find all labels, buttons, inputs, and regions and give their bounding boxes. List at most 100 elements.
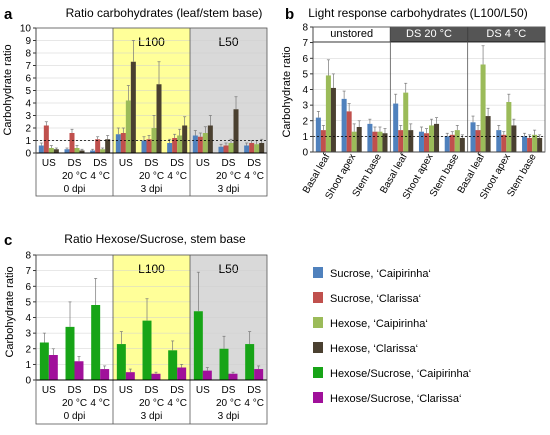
- x-tick-label-line2: 4 °C: [244, 171, 264, 182]
- group-header-label: DS 20 °C: [406, 28, 452, 40]
- bar-sucrose_cai: [315, 117, 321, 152]
- x-group-label: 0 dpi: [64, 184, 86, 195]
- bar-sucrose_cai: [115, 134, 121, 153]
- x-tick-label: DS: [145, 385, 159, 396]
- bar-hexose_cai: [125, 100, 131, 153]
- bar-hexose_cla: [207, 125, 213, 153]
- chart-c: L100 L50 0 1 2 3 4 5 6 7 8 US DS 20 °C DS 4 °C US DS 20 °C…: [25, 251, 268, 425]
- bar-hexose_cla: [356, 127, 362, 152]
- bar-hexose_cai: [532, 134, 538, 152]
- x-tick-label: US: [196, 385, 210, 396]
- x-group-label: 3 dpi: [141, 411, 163, 422]
- bar-sucrose_cla: [372, 131, 378, 152]
- bar-sucrose_cla: [69, 133, 75, 153]
- y-tick-label: 10: [20, 24, 32, 35]
- bar-hs_cai: [116, 344, 126, 380]
- y-tick-label: 3: [25, 111, 31, 122]
- bar-sucrose_cla: [423, 133, 429, 152]
- chart-c-title: Ratio Hexose/Sucrose, stem base: [64, 232, 246, 246]
- bar-hexose_cla: [233, 109, 239, 153]
- legend-label-hs_cai: Hexose/Sucrose, ‘Caipirinha‘: [330, 368, 471, 380]
- x-tick-label: US: [42, 158, 56, 169]
- bar-sucrose_cla: [475, 130, 481, 152]
- region-label-l100: L100: [138, 262, 165, 276]
- chart-b-ylabel: Carbohydrate ratio: [281, 46, 293, 137]
- bar-sucrose_cla: [197, 136, 203, 153]
- x-tick-label: DS: [222, 158, 236, 169]
- panel-letter-c: c: [4, 232, 12, 249]
- bar-hexose_cla: [382, 133, 388, 152]
- bar-hexose_cla: [156, 84, 162, 153]
- x-tick-label-line2: 4 °C: [167, 171, 187, 182]
- bar-hexose_cla: [485, 116, 491, 152]
- bar-hs_cla: [74, 361, 84, 380]
- bar-hs_cai: [193, 311, 203, 380]
- bar-hexose_cla: [105, 139, 111, 153]
- bar-hexose_cai: [254, 144, 260, 153]
- region-label-l50: L50: [218, 262, 238, 276]
- bar-hexose_cai: [403, 92, 409, 152]
- bar-sucrose_cai: [64, 149, 70, 153]
- y-tick-label: 4: [302, 85, 308, 96]
- bar-hexose_cai: [228, 143, 234, 153]
- bar-sucrose_cla: [43, 125, 49, 153]
- bar-hs_cai: [39, 342, 49, 380]
- bar-hexose_cla: [130, 61, 136, 153]
- x-tick-label: US: [119, 385, 133, 396]
- legend-swatch-sucrose_cai: [313, 267, 323, 278]
- y-tick-label: 2: [25, 344, 31, 355]
- bar-sucrose_cai: [90, 150, 96, 153]
- y-tick-label: 6: [302, 54, 308, 65]
- y-tick-label: 7: [25, 61, 31, 72]
- bar-hs_cai: [91, 305, 101, 380]
- x-tick-label-line2: 4 °C: [244, 398, 264, 409]
- group-header-label: DS 4 °C: [486, 28, 526, 40]
- bar-hexose_cai: [480, 64, 486, 152]
- bar-hexose_cai: [506, 102, 512, 152]
- chart-b-title: Light response carbohydrates (L100/L50): [308, 6, 527, 20]
- bar-sucrose_cai: [244, 145, 250, 153]
- bar-sucrose_cla: [501, 134, 507, 152]
- bar-hexose_cai: [100, 149, 106, 153]
- x-tick-label-line2: 4 °C: [90, 398, 110, 409]
- legend-label-sucrose_cla: Sucrose, ‘Clarissa‘: [330, 293, 421, 305]
- bar-sucrose_cai: [141, 140, 147, 153]
- y-tick-label: 6: [25, 282, 31, 293]
- bar-hs_cla: [254, 369, 264, 380]
- legend: Sucrose, ‘Caipirinha‘ Sucrose, ‘Clarissa‘…: [313, 267, 471, 405]
- bar-hexose_cla: [459, 137, 465, 152]
- bar-sucrose_cla: [120, 133, 126, 153]
- y-tick-label: 5: [25, 86, 31, 97]
- bar-hexose_cla: [434, 123, 440, 152]
- plot-frame: [312, 26, 546, 153]
- y-tick-label: 2: [302, 116, 308, 127]
- y-tick-label: 5: [302, 69, 308, 80]
- y-tick-label: 7: [302, 38, 308, 49]
- bar-sucrose_cai: [496, 130, 502, 152]
- bar-sucrose_cai: [393, 103, 399, 152]
- x-tick-label: DS: [222, 385, 236, 396]
- y-tick-label: 4: [25, 99, 31, 110]
- panel-letter-a: a: [4, 6, 13, 23]
- bar-sucrose_cai: [218, 146, 224, 153]
- x-tick-label: DS: [68, 158, 82, 169]
- bar-sucrose_cai: [341, 98, 347, 152]
- bar-hexose_cai: [454, 130, 460, 152]
- bar-sucrose_cla: [95, 139, 101, 153]
- x-tick-label-line2: 20 °C: [139, 171, 164, 182]
- x-tick-label: US: [42, 385, 56, 396]
- bar-hexose_cla: [259, 143, 265, 153]
- plot-frame: [35, 254, 268, 425]
- x-tick-label-line2: 20 °C: [139, 398, 164, 409]
- y-tick-label: 5: [25, 297, 31, 308]
- x-tick-label: US: [119, 158, 133, 169]
- bar-sucrose_cla: [249, 143, 255, 153]
- y-tick-label: 0: [25, 149, 31, 160]
- y-tick-label: 3: [25, 329, 31, 340]
- legend-swatch-hexose_cla: [313, 342, 323, 353]
- bar-sucrose_cla: [320, 130, 326, 152]
- x-tick-label: DS: [93, 158, 107, 169]
- bar-sucrose_cla: [346, 111, 352, 152]
